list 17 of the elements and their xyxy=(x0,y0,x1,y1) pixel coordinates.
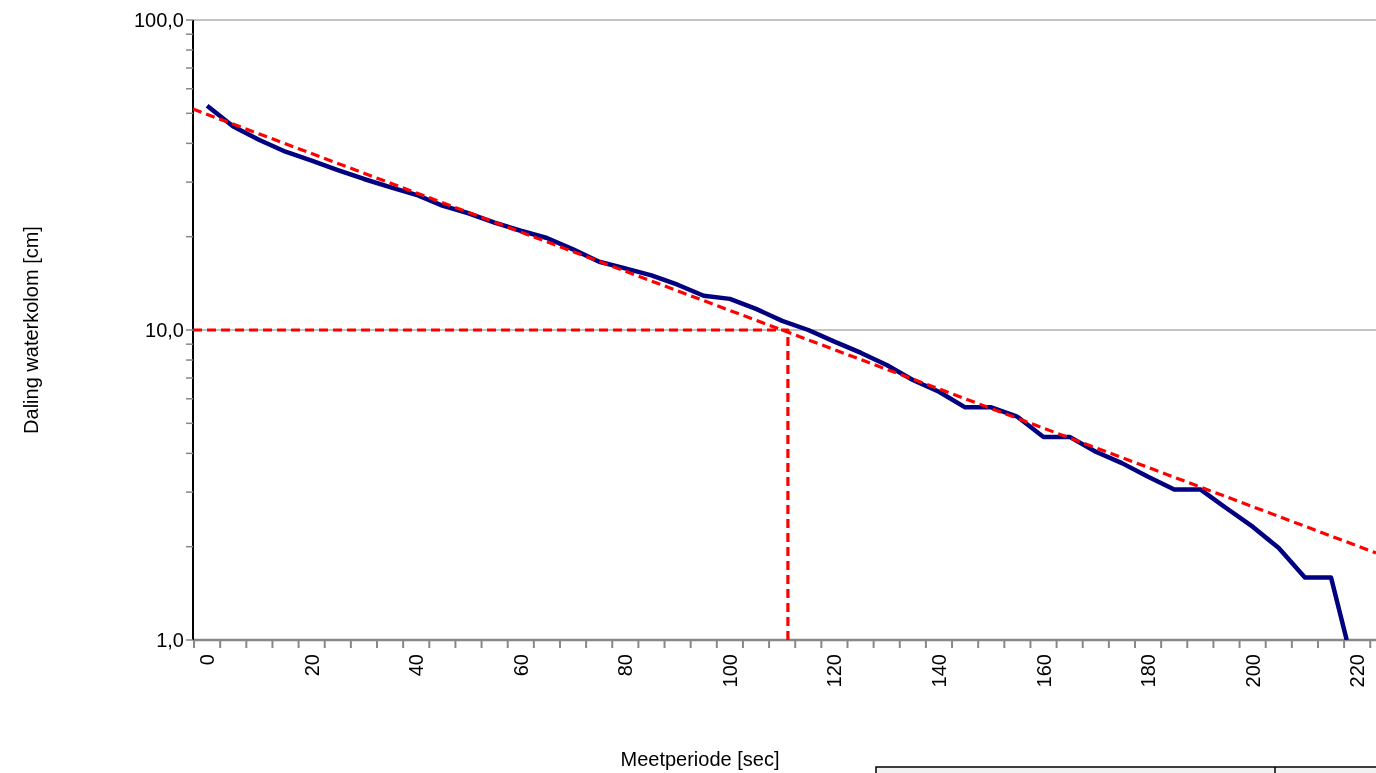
x-tick-label: 80 xyxy=(614,654,637,677)
x-tick-label: 200 xyxy=(1241,654,1264,688)
x-tick-label: 160 xyxy=(1032,654,1055,688)
y-tick-label: 1,0 xyxy=(156,629,184,651)
x-tick-label: 0 xyxy=(196,654,219,666)
x-tick-label: 100 xyxy=(718,654,741,688)
x-tick-label: 220 xyxy=(1346,654,1369,688)
y-axis-title: Daling waterkolom [cm] xyxy=(20,226,42,434)
x-tick-label: 40 xyxy=(405,654,428,677)
x-axis-title: Meetperiode [sec] xyxy=(620,748,780,770)
x-tick-label: 120 xyxy=(823,654,846,688)
x-tick-label: 140 xyxy=(927,654,950,688)
y-tick-label: 100,0 xyxy=(133,9,184,31)
y-tick-label: 10,0 xyxy=(145,319,184,341)
x-tick-label: 180 xyxy=(1137,654,1160,688)
x-tick-label: 60 xyxy=(509,654,532,677)
x-tick-label: 20 xyxy=(300,654,323,677)
